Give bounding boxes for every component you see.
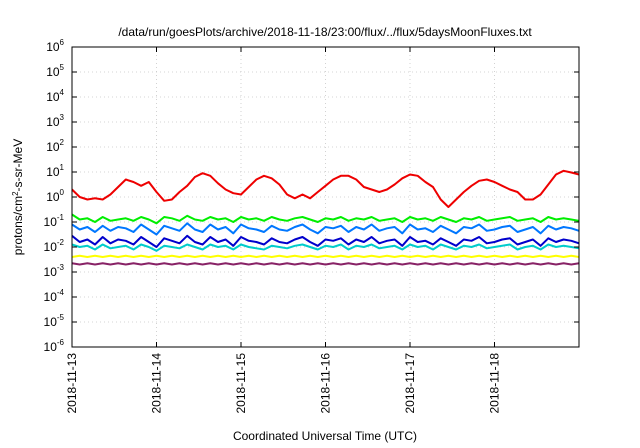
series-line-2	[71, 213, 580, 225]
series-line-1	[71, 169, 580, 208]
y-tick-exponent: 4	[60, 88, 65, 97]
y-tick-exponent: -6	[57, 338, 65, 347]
x-tick-label: 2018-11-14	[150, 353, 164, 414]
y-tick-exponent: 1	[60, 163, 65, 172]
y-tick-base: 10	[46, 165, 60, 179]
x-tick-label: 2018-11-17	[403, 353, 417, 414]
x-axis-label: Coordinated Universal Time (UTC)	[233, 429, 417, 443]
y-tick-base: 10	[44, 315, 58, 329]
y-axis-label-sup: 2	[11, 191, 20, 196]
x-tick-label: 2018-11-13	[65, 353, 79, 414]
y-axis-label-rest: -s-sr-MeV	[11, 139, 25, 192]
y-tick-label: 10-6	[44, 338, 65, 354]
y-axis-label: protons/cm2-s-sr-MeV	[11, 139, 26, 255]
y-tick-label: 100	[46, 188, 64, 204]
y-tick-exponent: -3	[57, 263, 65, 272]
series-line-7	[71, 262, 580, 266]
y-tick-label: 10-1	[44, 213, 65, 229]
y-tick-base: 10	[44, 240, 58, 254]
y-tick-exponent: 5	[60, 63, 65, 72]
y-tick-base: 10	[44, 340, 58, 354]
grid-lines	[72, 47, 579, 347]
series-line-4	[71, 234, 580, 248]
y-tick-label: 10-5	[44, 313, 65, 329]
y-tick-label: 10-3	[44, 263, 65, 279]
y-tick-base: 10	[44, 215, 58, 229]
y-tick-label: 104	[46, 88, 64, 104]
y-tick-label: 103	[46, 113, 64, 129]
y-tick-base: 10	[46, 65, 60, 79]
y-tick-base: 10	[46, 115, 60, 129]
y-tick-exponent: -1	[57, 213, 65, 222]
y-tick-exponent: 0	[60, 188, 65, 197]
y-axis-label-base: protons/cm	[11, 196, 25, 255]
y-tick-label: 101	[46, 163, 64, 179]
y-tick-exponent: -4	[57, 288, 65, 297]
chart-title: /data/run/goesPlots/archive/2018-11-18/2…	[118, 25, 532, 39]
series-line-3	[71, 222, 580, 236]
y-tick-label: 105	[46, 63, 64, 79]
y-tick-exponent: -5	[57, 313, 65, 322]
y-tick-base: 10	[46, 40, 60, 54]
y-tick-label: 106	[46, 38, 64, 54]
y-tick-base: 10	[46, 90, 60, 104]
y-tick-exponent: 2	[60, 138, 65, 147]
series-line-6	[71, 254, 580, 258]
series-group	[71, 169, 580, 266]
y-tick-base: 10	[46, 140, 60, 154]
y-tick-base: 10	[44, 265, 58, 279]
x-tick-label: 2018-11-18	[488, 353, 502, 414]
y-tick-label: 10-4	[44, 288, 65, 304]
y-tick-label: 10-2	[44, 238, 65, 254]
series-line-5	[71, 243, 580, 252]
x-tick-label: 2018-11-16	[319, 353, 333, 414]
y-tick-exponent: -2	[57, 238, 65, 247]
x-tick-label: 2018-11-15	[234, 353, 248, 414]
y-tick-exponent: 6	[60, 38, 65, 47]
y-axis: 10-610-510-410-310-210-11001011021031041…	[44, 38, 579, 354]
x-axis: 2018-11-13 2018-11-14 2018-11-15 2018-11-16…	[65, 47, 502, 414]
y-tick-base: 10	[44, 290, 58, 304]
y-tick-label: 102	[46, 138, 64, 154]
y-tick-base: 10	[46, 190, 60, 204]
y-tick-exponent: 3	[60, 113, 65, 122]
